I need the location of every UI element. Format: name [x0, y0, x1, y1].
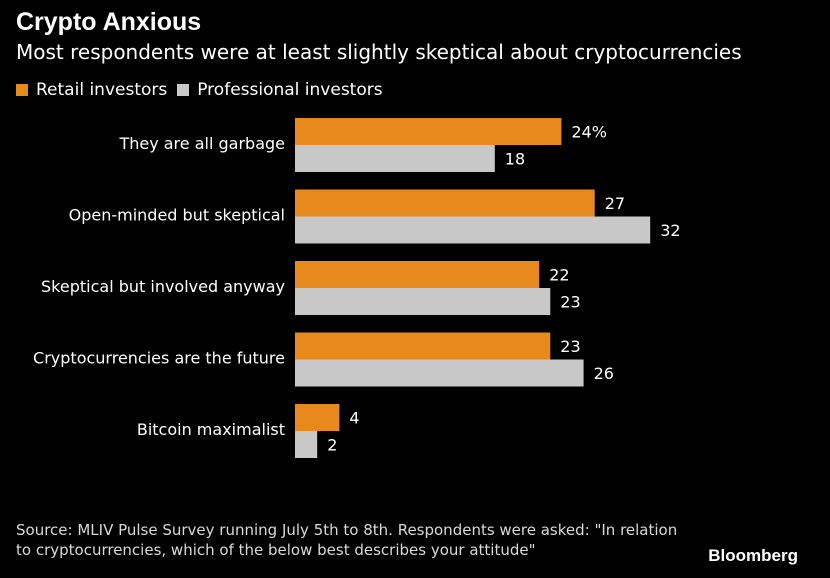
bar-retail: [295, 404, 340, 431]
bar-value-label: 32: [660, 221, 680, 240]
legend-item-retail: Retail investors: [16, 80, 167, 100]
source-footnote: Source: MLIV Pulse Survey running July 5…: [16, 521, 678, 559]
bar-value-label: 24%: [571, 123, 607, 142]
legend-swatch-retail: [16, 84, 28, 96]
bar-professional: [295, 431, 318, 458]
bar-professional: [295, 216, 651, 244]
chart-subtitle: Most respondents were at least slightly …: [16, 40, 742, 64]
bar-retail: [295, 261, 540, 288]
bar-value-label: 22: [549, 266, 569, 285]
bar-value-label: 2: [327, 436, 337, 455]
bar-value-label: 18: [505, 150, 525, 169]
category-label: Skeptical but involved anyway: [41, 277, 285, 296]
bar-professional: [295, 145, 495, 172]
legend: Retail investors Professional investors: [16, 80, 393, 100]
bar-value-label: 4: [349, 409, 359, 428]
bar-value-label: 27: [605, 194, 625, 213]
legend-label-professional: Professional investors: [197, 80, 383, 100]
category-label: Bitcoin maximalist: [137, 420, 285, 439]
legend-swatch-professional: [177, 84, 190, 96]
bar-value-label: 26: [594, 364, 614, 383]
bar-retail: [295, 118, 562, 145]
category-label: They are all garbage: [118, 134, 285, 153]
bloomberg-logo: Bloomberg: [708, 546, 798, 565]
legend-label-retail: Retail investors: [36, 80, 168, 100]
bar-retail: [295, 332, 551, 360]
bar-retail: [295, 189, 595, 217]
bar-professional: [295, 288, 551, 315]
category-label: Open-minded but skeptical: [69, 206, 285, 225]
bar-value-label: 23: [560, 293, 580, 312]
bar-chart: They are all garbage 24% 18 Open-minded but…: [33, 118, 681, 458]
legend-item-professional: Professional investors: [177, 80, 383, 100]
bar-professional: [295, 359, 584, 387]
category-label: Cryptocurrencies are the future: [33, 349, 285, 368]
bar-value-label: 23: [560, 337, 580, 356]
chart-title: Crypto Anxious: [16, 8, 202, 36]
